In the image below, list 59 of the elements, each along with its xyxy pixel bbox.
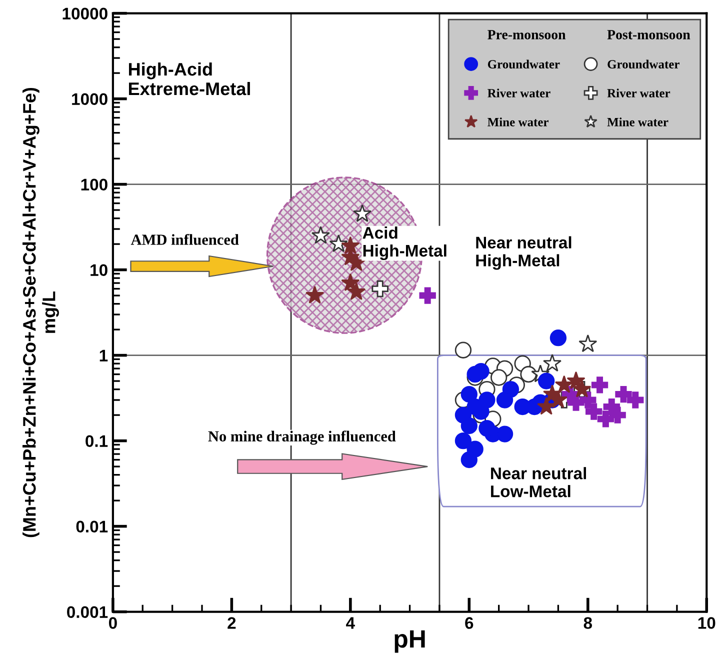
y-tick-label: 0.001 [67,606,108,618]
point [568,394,584,411]
x-tick-label: 4 [346,617,355,629]
point [615,386,632,403]
point [372,280,388,298]
point [460,451,478,468]
annotation: Pre-monsoon [488,30,566,40]
annotation: High-Acid Extreme-Metal [128,62,250,96]
point [578,334,598,352]
annotation: Acid High-Metal [362,226,446,260]
y-tick-label: 1000 [72,93,108,106]
annotation: No mine drainage influenced [208,430,396,445]
x-tick-label: 8 [584,617,592,629]
x-tick-label: 2 [228,617,236,629]
annotation: AMD influenced [130,234,239,245]
y-tick-label: 10000 [62,8,108,20]
y-tick-label: 0.1 [86,435,108,448]
point [538,372,555,390]
legend-label: Mine water [488,118,548,126]
y-tick-label: 0.01 [76,520,108,533]
point [550,330,567,346]
y-axis-title: (Mn+Cu+Pb+Zn+Ni+Co+As+Se+Cd+Al+Cr+V+Ag+Fe) mg/L [22,88,59,538]
x-tick-label: 6 [465,617,474,629]
point [311,226,330,244]
point [347,282,366,300]
legend-label: River water [488,88,550,98]
point [419,287,436,304]
annotation: Near neutral Low-Metal [491,467,586,498]
x-tick-label: 0 [108,617,117,629]
y-tick-label: 10 [90,264,108,276]
legend-label: Groundwater [608,60,680,69]
point [329,234,348,252]
point [460,386,478,403]
y-tick-label: 1 [100,350,108,362]
point [454,432,472,450]
point [478,420,496,437]
point [466,366,484,383]
y-tick-label: 100 [81,178,108,191]
legend-label: Mine water [607,118,668,126]
annotation: Post-monsoon [607,30,690,40]
annotation: Near neutral High-Metal [476,236,572,270]
point [490,369,508,386]
point [542,354,562,372]
point [341,273,360,292]
point [353,204,372,222]
point [460,417,478,434]
point [554,375,574,393]
point [627,392,644,408]
point [341,236,360,254]
point [591,376,608,394]
point [609,406,626,424]
point [306,286,324,304]
point [585,403,602,420]
legend-label: River water [607,88,670,98]
point [496,392,514,408]
x-tick-label: 10 [698,617,716,629]
legend-label: Groundwater [488,60,560,69]
x-axis-title: pH [394,630,425,653]
point [597,410,614,428]
